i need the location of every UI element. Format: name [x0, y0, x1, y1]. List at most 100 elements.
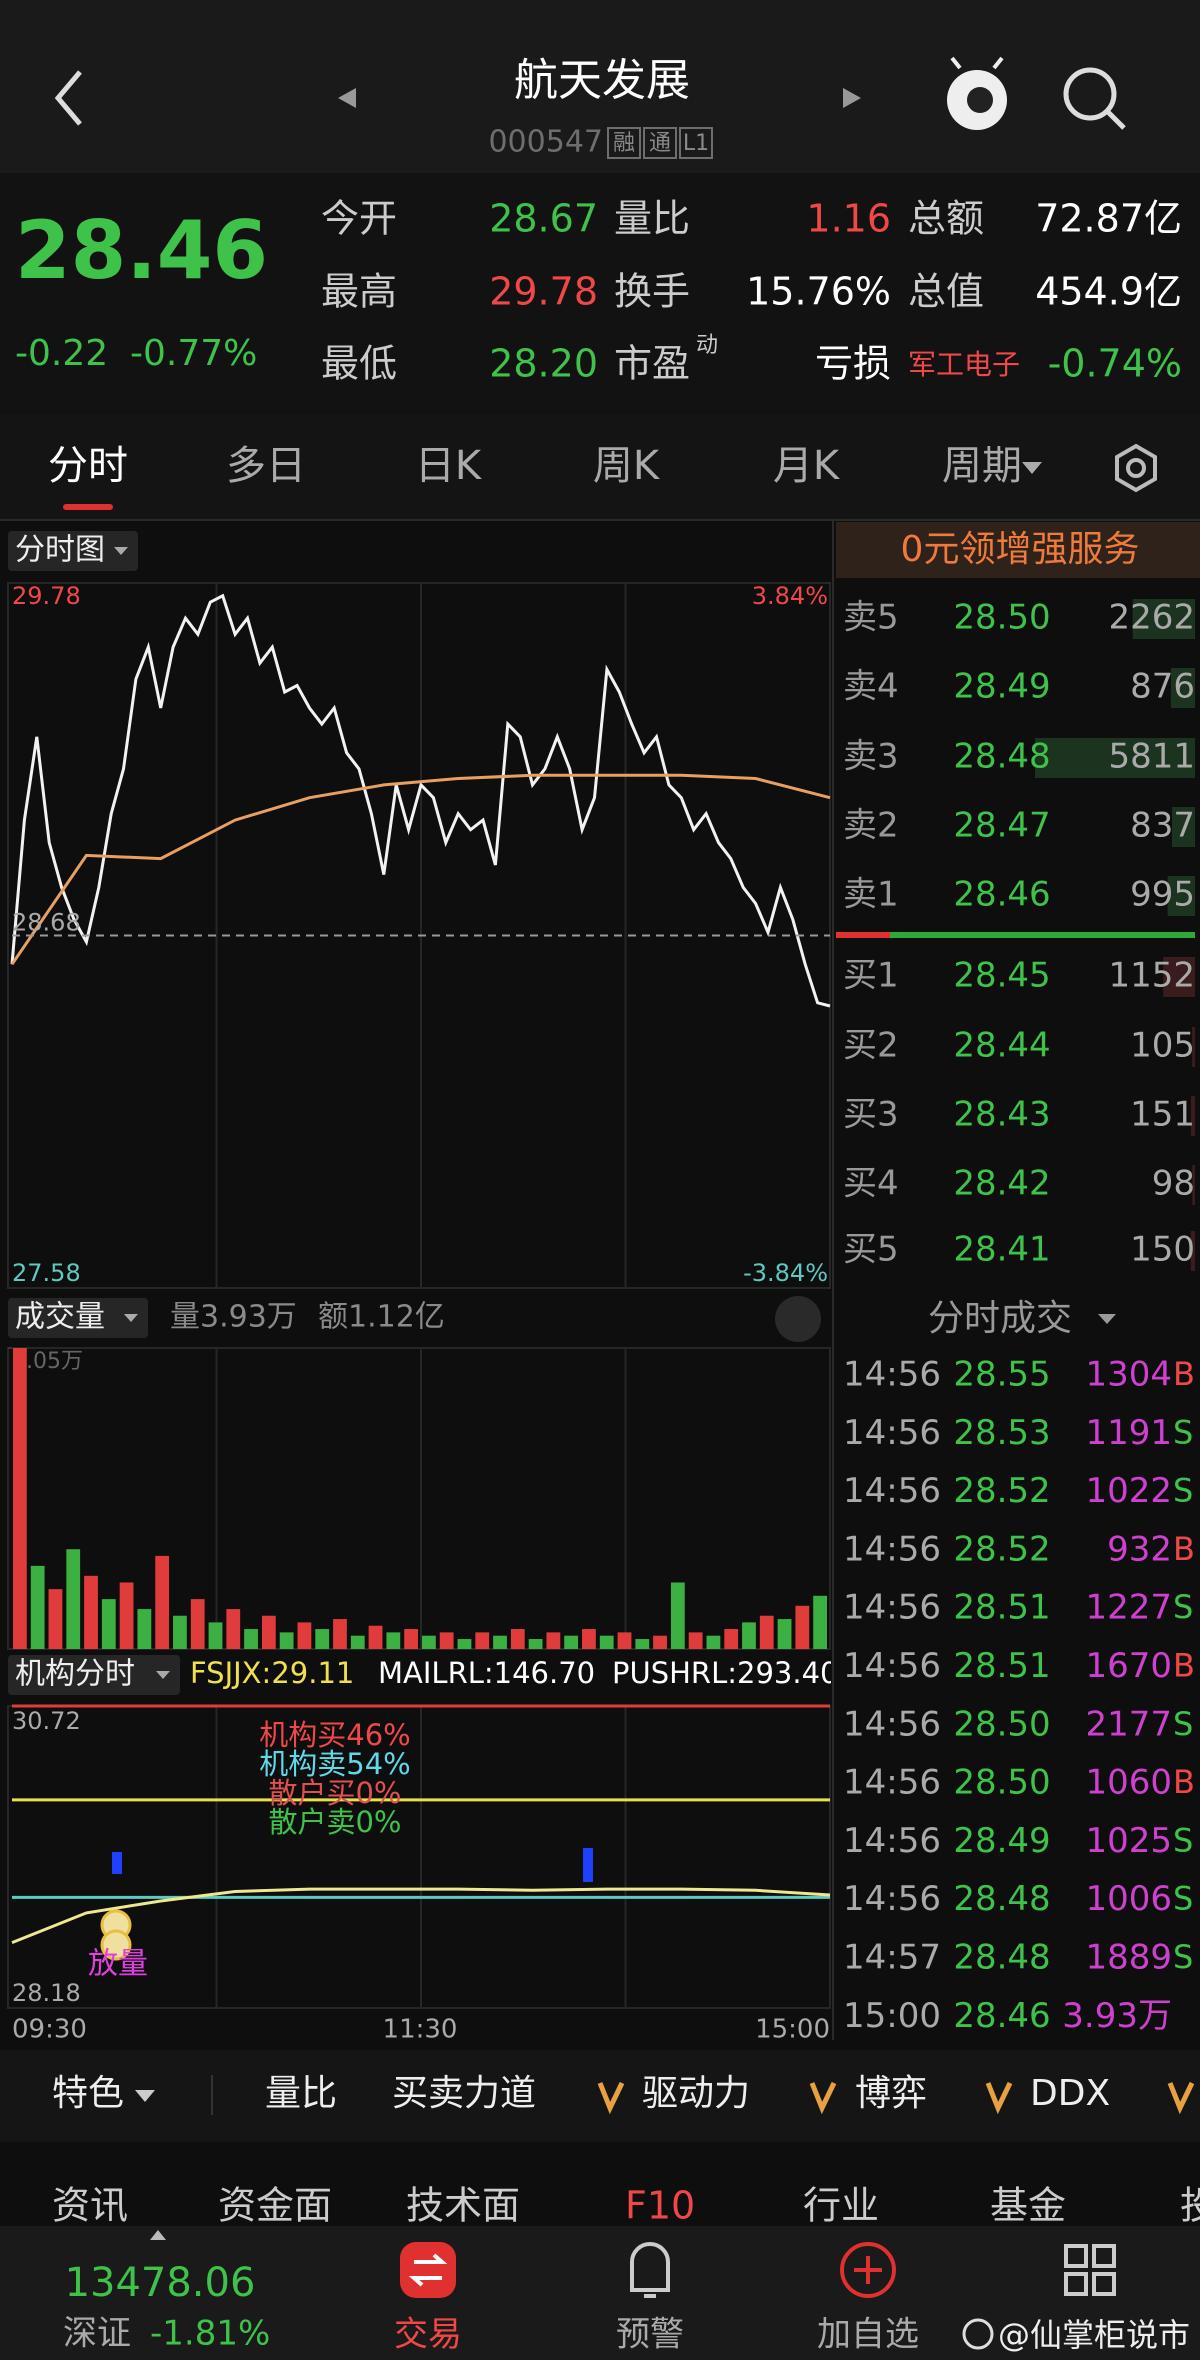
subtab[interactable]: 技术面 [406, 2184, 520, 2228]
trade-price: 28.49 [953, 1821, 1050, 1861]
panel-label-box[interactable] [8, 1655, 180, 1695]
volume-bar [724, 1629, 739, 1649]
depth-bar [1167, 876, 1195, 916]
subtab[interactable]: 基金 [990, 2184, 1066, 2228]
toolbar-item[interactable]: 博弈 [855, 2073, 927, 2114]
trade-side: B [1173, 1355, 1195, 1393]
index-name: 深证 [63, 2314, 131, 2354]
search-icon[interactable] [1063, 67, 1126, 130]
subtab[interactable]: 行业 [803, 2184, 879, 2228]
trade-price: 28.55 [953, 1355, 1050, 1395]
book-label: 卖4 [843, 667, 899, 707]
alert-icon[interactable] [630, 2242, 670, 2298]
toolbar-item[interactable]: 驱动力 [642, 2073, 750, 2114]
book-price: 28.50 [953, 598, 1050, 638]
book-volume: 98 [1152, 1164, 1195, 1204]
stat-label: 量比 [614, 197, 690, 241]
dropdown-arrow [1098, 1314, 1116, 1324]
depth-bar [1190, 1096, 1195, 1136]
volume-bar [688, 1632, 703, 1649]
trade-volume: 3.93万 [1062, 1996, 1172, 2036]
legend-entry: FSJJX:29.11 [190, 1656, 354, 1690]
toolbar-item[interactable]: 特色 [52, 2073, 124, 2114]
book-price: 28.49 [953, 667, 1050, 707]
trade-time: 14:56 [843, 1588, 941, 1628]
next-stock[interactable] [843, 88, 861, 108]
trade-icon[interactable] [400, 2242, 456, 2298]
expand-button[interactable] [775, 1296, 821, 1342]
tab[interactable]: 多日 [226, 443, 306, 489]
mascot-icon[interactable] [947, 56, 1007, 130]
x-tick-label: 15:00 [755, 2015, 830, 2045]
tab[interactable]: 日K [415, 443, 483, 489]
toolbar-item[interactable]: DDX [1030, 2073, 1110, 2114]
panel-label-box[interactable] [8, 531, 138, 571]
tab[interactable]: 周K [593, 443, 661, 489]
amount-text: 额1.12亿 [318, 1300, 445, 1335]
toolbar-item[interactable]: 买卖力道 [392, 2073, 536, 2114]
volume-bar [475, 1632, 490, 1649]
book-label: 买3 [843, 1095, 899, 1135]
depth-bar [1035, 738, 1195, 778]
add-icon[interactable] [840, 2242, 896, 2298]
nav-item[interactable]: 预警 [616, 2315, 684, 2355]
tab-bar [0, 414, 1200, 520]
tab[interactable]: 分时 [48, 443, 128, 489]
book-label: 卖1 [843, 875, 899, 915]
dropdown-arrow [114, 547, 128, 555]
annotation: 散户卖0% [268, 1805, 401, 1839]
stat-label: 换手 [614, 270, 690, 314]
tab[interactable]: 周期 [942, 443, 1022, 489]
trade-price: 28.51 [953, 1588, 1050, 1628]
trade-time: 14:56 [843, 1471, 941, 1511]
settings-icon[interactable] [1115, 443, 1157, 493]
volume-bar [315, 1629, 330, 1649]
book-label: 卖2 [843, 806, 899, 846]
stat-label: 最高 [321, 270, 397, 314]
book-volume: 150 [1130, 1230, 1195, 1270]
volume-bar [48, 1589, 63, 1649]
book-price: 28.47 [953, 806, 1050, 846]
y2-tick-label: -3.84% [743, 1259, 828, 1287]
nav-item[interactable]: 加自选 [817, 2315, 919, 2355]
stat-superscript: 动 [696, 333, 718, 358]
trade-side: S [1173, 1938, 1193, 1976]
volume-bar [457, 1639, 472, 1649]
dropdown-arrow [156, 1671, 170, 1679]
volume-bar [66, 1549, 81, 1649]
depth-bar [1190, 1231, 1195, 1271]
subtab[interactable]: F10 [625, 2184, 695, 2228]
subtab[interactable]: 投 [1180, 2184, 1200, 2228]
legend-entry: MAILRL:146.70 [378, 1656, 595, 1690]
prev-stock[interactable] [338, 88, 356, 108]
v-icon [1167, 2081, 1195, 2115]
series-line [10, 593, 831, 1008]
stat-label: 总值 [908, 270, 984, 314]
trade-time: 14:56 [843, 1646, 941, 1686]
expand-arrow[interactable] [150, 2230, 166, 2240]
subtab[interactable]: 资金面 [218, 2184, 332, 2228]
subtab[interactable]: 资讯 [52, 2184, 128, 2228]
promo-banner[interactable] [836, 522, 1200, 578]
book-price: 28.45 [953, 956, 1050, 996]
volume-bar [564, 1635, 579, 1649]
y-tick-label: 29.78 [12, 582, 81, 610]
book-divider-red [836, 932, 890, 938]
toolbar-item[interactable]: 量比 [265, 2073, 337, 2114]
back-button[interactable] [54, 70, 82, 126]
badge-box [607, 127, 641, 159]
trade-side: S [1173, 1413, 1193, 1451]
panel-label-box[interactable] [8, 1298, 148, 1338]
dropdown-arrow [124, 1314, 138, 1322]
trade-time: 14:56 [843, 1704, 941, 1744]
nav-item[interactable]: 交易 [394, 2315, 462, 2355]
grid-icon[interactable] [1064, 2244, 1116, 2296]
tab[interactable]: 月K [773, 443, 841, 489]
trade-price: 28.48 [953, 1938, 1050, 1978]
trades-title[interactable]: 分时成交 [928, 1298, 1072, 1339]
trade-volume: 1006 [1085, 1879, 1172, 1919]
trade-time: 15:00 [843, 1996, 941, 2036]
promo-text[interactable]: 0元领增强服务 [901, 529, 1140, 570]
volume-bar [582, 1629, 596, 1649]
y-tick-label: 27.58 [12, 1259, 81, 1287]
